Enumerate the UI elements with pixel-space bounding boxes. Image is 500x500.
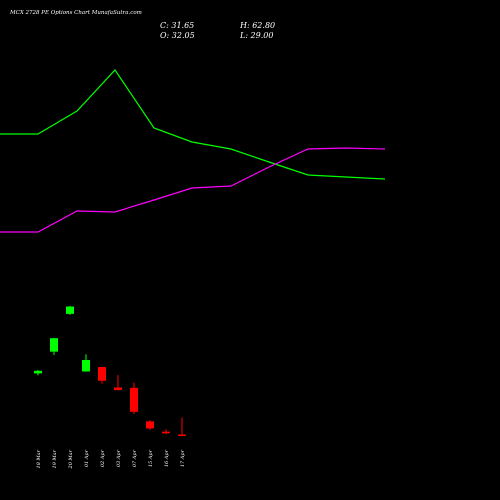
candle-7 — [130, 382, 138, 415]
x-tick-label: 17 Apr — [180, 449, 186, 467]
x-axis-ticks: 18 Mar 19 Mar 20 Mar 01 Apr 02 Apr 03 Apr 07 A… — [36, 449, 186, 469]
x-tick-label: 03 Apr — [116, 449, 122, 467]
x-tick-label: 19 Mar — [52, 449, 58, 468]
candle-5 — [98, 367, 106, 384]
x-tick-label: 01 Apr — [84, 449, 90, 467]
candle-body — [114, 387, 122, 391]
candle-8 — [146, 420, 154, 431]
candle-10 — [178, 417, 186, 437]
x-tick-label: 18 Mar — [36, 449, 42, 468]
candle-body — [178, 434, 186, 437]
x-tick-label: 02 Apr — [100, 449, 106, 467]
candle-body — [50, 338, 58, 352]
candles — [34, 305, 186, 437]
candle-4 — [82, 354, 90, 372]
candle-body — [162, 431, 170, 434]
x-tick-label: 20 Mar — [68, 449, 74, 469]
candle-body — [82, 359, 90, 372]
candle-3 — [66, 305, 74, 315]
candle-1 — [34, 369, 42, 376]
indicator-line-1 — [0, 69, 386, 180]
candle-6 — [114, 375, 122, 391]
x-tick-label: 15 Apr — [148, 449, 154, 467]
candle-body — [34, 370, 42, 374]
candle-body — [98, 367, 106, 381]
low-value: L: 29.00 — [239, 31, 273, 40]
indicator-line-2 — [0, 147, 386, 233]
candle-body — [130, 387, 138, 412]
candle-2 — [50, 337, 58, 356]
chart-title: MCX 2728 PE Options Chart MunafaSutra.co… — [9, 10, 142, 16]
candle-9 — [162, 429, 170, 435]
open-value: O: 32.05 — [160, 31, 195, 40]
indicator-lines — [0, 69, 386, 233]
high-value: H: 62.80 — [239, 21, 275, 30]
candle-body — [146, 421, 154, 429]
candle-body — [66, 306, 74, 314]
x-tick-label: 07 Apr — [132, 449, 138, 467]
close-value: C: 31.65 — [160, 21, 194, 30]
x-tick-label: 16 Apr — [164, 449, 170, 467]
